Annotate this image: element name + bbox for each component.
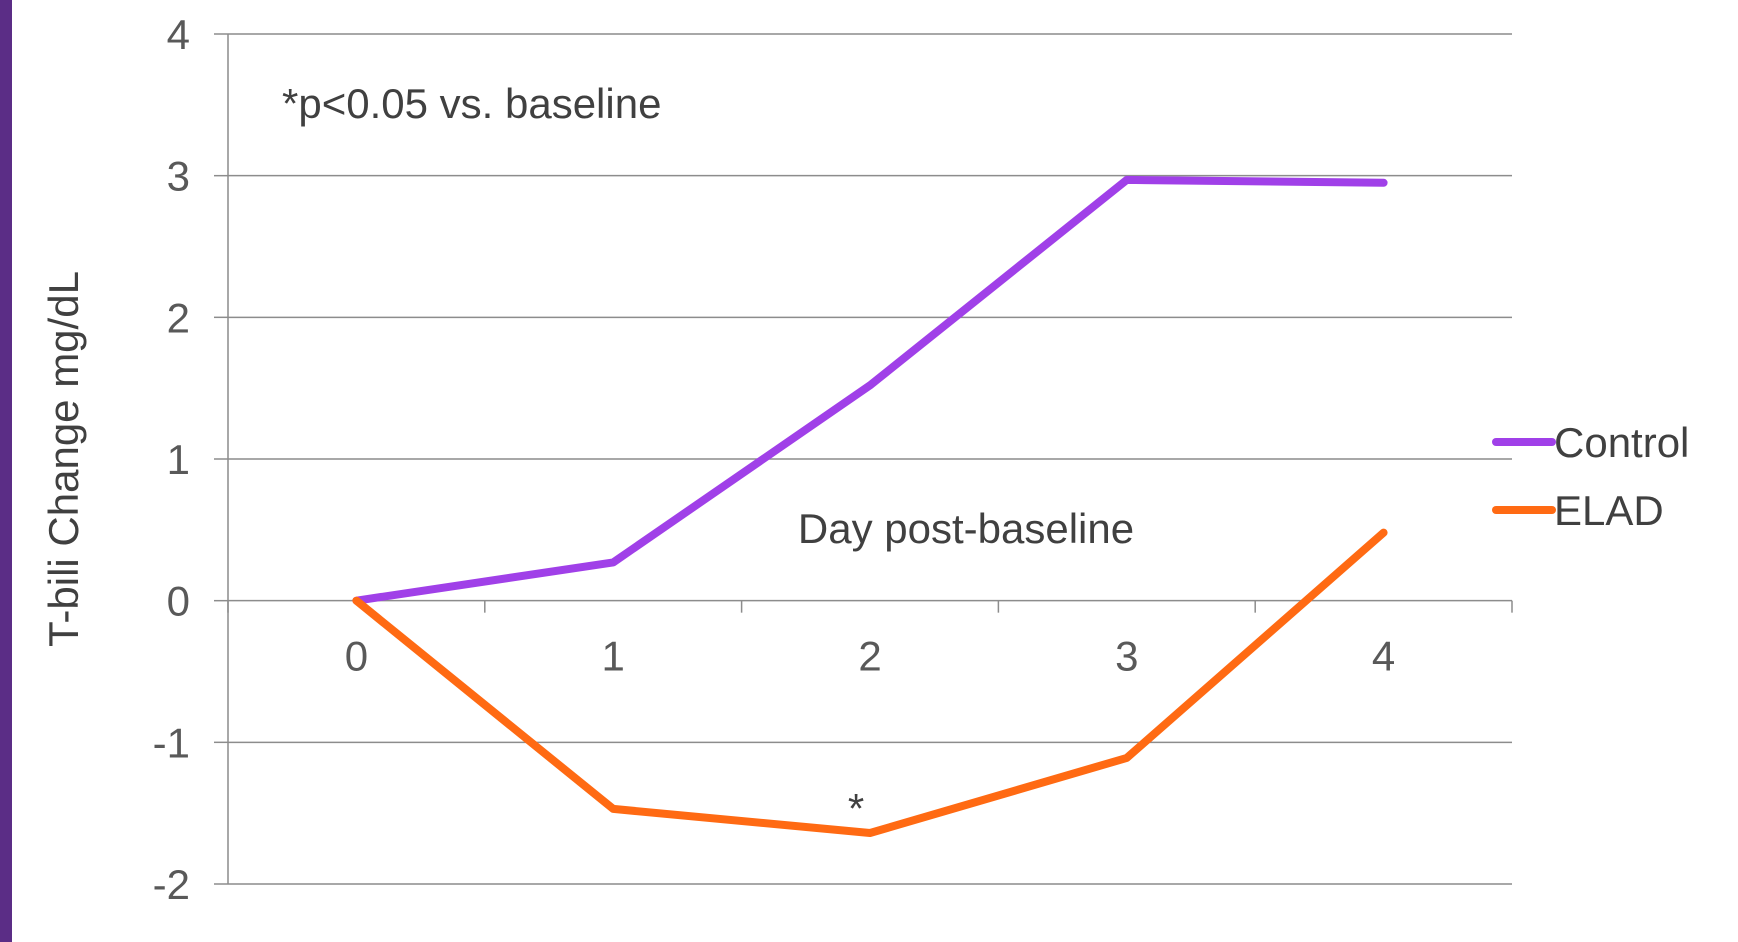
- legend-label-control: Control: [1554, 419, 1689, 466]
- x-axis-label: Day post-baseline: [798, 505, 1134, 552]
- y-tick-label: 1: [167, 436, 190, 483]
- legend-label-elad: ELAD: [1554, 487, 1664, 534]
- series-lines: [352, 175, 1388, 837]
- legend: Control ELAD: [1492, 419, 1689, 534]
- grid-lines: [228, 33, 1512, 885]
- y-tick-label: -1: [153, 719, 190, 766]
- x-tick-label: 4: [1372, 633, 1395, 680]
- significance-star: *: [848, 785, 864, 832]
- annotations: *p<0.05 vs. baseline *: [282, 80, 864, 832]
- x-tick-label: 3: [1115, 633, 1138, 680]
- y-tick-label: 2: [167, 294, 190, 341]
- y-tick-label: 0: [167, 578, 190, 625]
- y-tick-label: 3: [167, 153, 190, 200]
- y-tick-labels: -2 -1 0 1 2 3 4: [153, 11, 190, 908]
- x-tick-labels: 0 1 2 3 4: [345, 633, 1396, 680]
- series-line-control: [352, 175, 1388, 605]
- y-axis-label: T-bili Change mg/dL: [40, 271, 87, 647]
- y-tick-label: 4: [167, 11, 190, 58]
- y-tick-label: -2: [153, 861, 190, 908]
- x-tick-label: 2: [858, 633, 881, 680]
- significance-note: *p<0.05 vs. baseline: [282, 80, 661, 127]
- chart-frame: [12, 0, 1738, 942]
- x-tick-label: 0: [345, 633, 368, 680]
- axes: [214, 33, 1513, 885]
- x-tick-label: 1: [602, 633, 625, 680]
- series-line-elad: [352, 528, 1388, 837]
